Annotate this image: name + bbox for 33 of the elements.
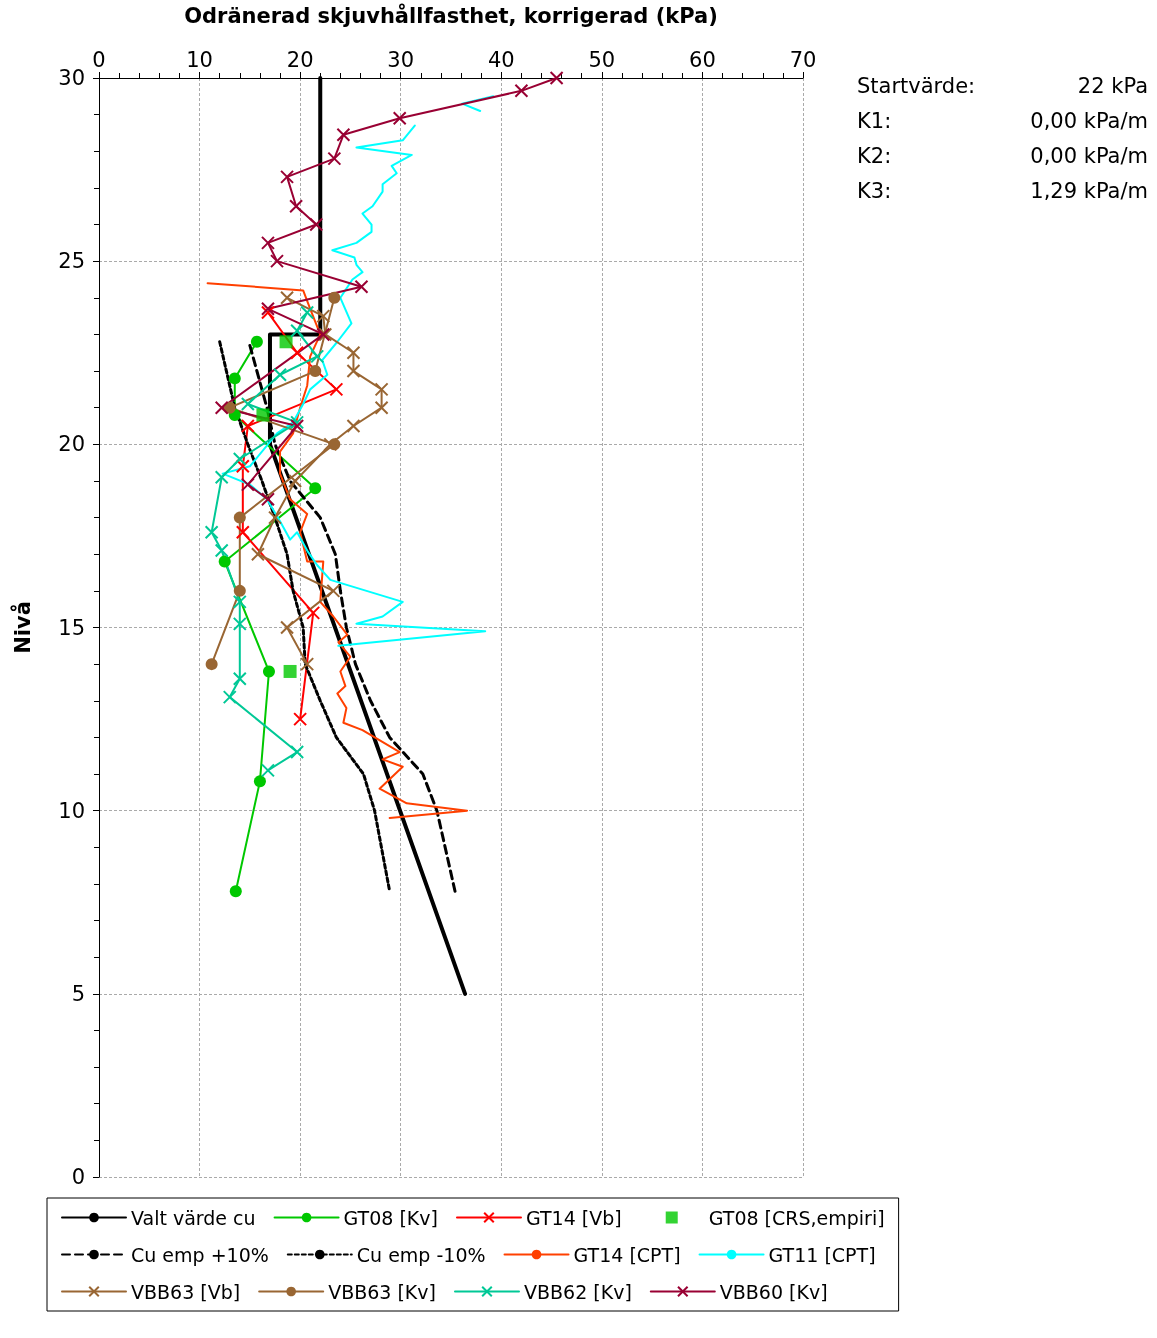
text: K3: 1,29 kPa/m xyxy=(857,178,1148,203)
text: K2: 0,00 kPa/m xyxy=(857,143,1148,168)
legend-label: Cu emp +10% xyxy=(131,1243,269,1266)
text: Startvärde: 22 kPa xyxy=(857,73,1149,98)
legend-label: VBB63 [Vb] xyxy=(131,1280,241,1303)
legend-label: VBB60 [Kv] xyxy=(719,1280,828,1303)
legend-label: VBB62 [Kv] xyxy=(523,1280,632,1303)
x-tick-label: 50 xyxy=(588,47,616,72)
y-axis-title: Nivå xyxy=(9,601,35,654)
y-tick-label: 15 xyxy=(58,615,85,640)
x-tick-label: 60 xyxy=(689,47,716,72)
legend-label: GT08 [CRS,empiri] xyxy=(708,1206,885,1229)
text: K1: 0,00 kPa/m xyxy=(857,108,1148,133)
y-tick-label: 20 xyxy=(58,432,85,457)
y-tick-label: 25 xyxy=(58,249,85,274)
y-tick-label: 10 xyxy=(58,798,85,823)
y-tick-label: 0 xyxy=(71,1165,85,1189)
x-tick-label: 10 xyxy=(186,47,213,72)
legend-label: GT14 [Vb] xyxy=(525,1206,622,1229)
legend-label: Valt värde cu xyxy=(131,1206,256,1229)
legend-label: Cu emp -10% xyxy=(356,1243,486,1266)
legend-label: VBB63 [Kv] xyxy=(328,1280,436,1303)
x-tick-label: 0 xyxy=(92,47,106,72)
legend-label: GT08 [Kv] xyxy=(343,1206,438,1229)
x-tick-label: 40 xyxy=(487,47,515,72)
x-tick-label: 30 xyxy=(387,47,415,72)
y-tick-label: 5 xyxy=(71,981,85,1006)
y-tick-label: 30 xyxy=(58,66,85,90)
x-tick-label: 70 xyxy=(789,47,817,72)
x-axis-title: Odränerad skjuvhållfasthet, korrigerad (kPa) xyxy=(184,2,718,28)
x-tick-label: 20 xyxy=(286,47,314,72)
legend-label: GT14 [CPT] xyxy=(573,1243,681,1266)
legend-label: GT11 [CPT] xyxy=(768,1243,876,1266)
